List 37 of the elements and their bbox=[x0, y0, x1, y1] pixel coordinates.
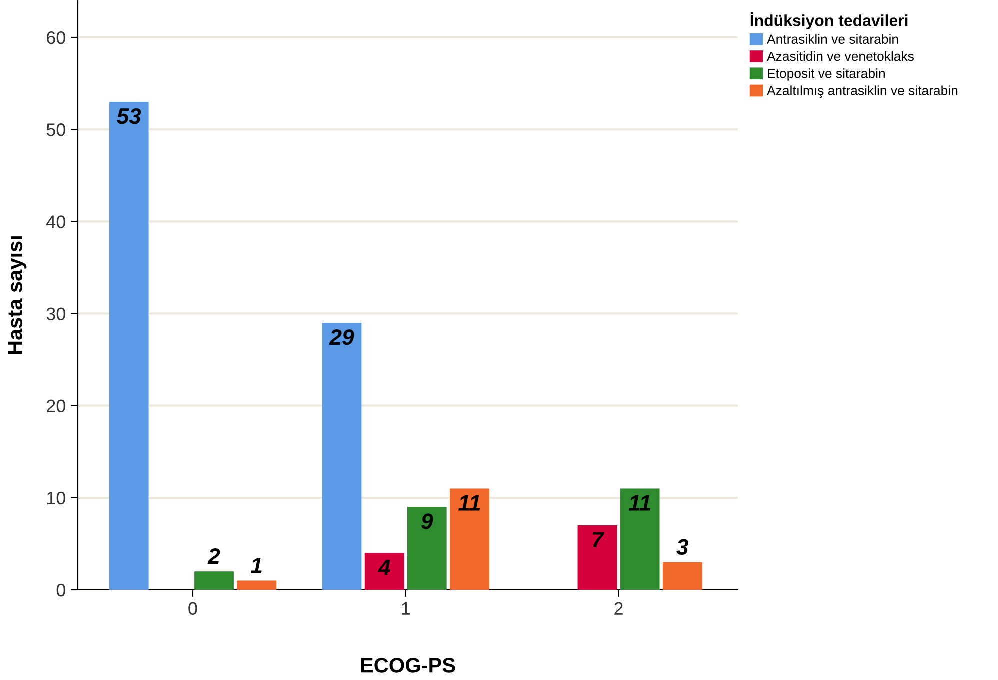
legend-title: İndüksiyon tedavileri bbox=[750, 12, 908, 30]
data-label: 29 bbox=[329, 329, 354, 346]
x-tick-label: 2 bbox=[614, 602, 623, 615]
data-label: 53 bbox=[116, 108, 142, 124]
bar bbox=[620, 488, 660, 590]
bar bbox=[237, 580, 277, 590]
x-axis-title: ECOG-PS bbox=[361, 658, 456, 673]
bar bbox=[578, 526, 618, 590]
bar bbox=[364, 553, 404, 590]
bar bbox=[407, 507, 447, 590]
bar bbox=[109, 102, 149, 590]
data-label: 9 bbox=[422, 514, 434, 530]
bar bbox=[322, 322, 362, 590]
y-tick-label: 60 bbox=[47, 31, 66, 44]
legend-label: Etoposit ve sitarabin bbox=[768, 68, 885, 81]
data-label: 2 bbox=[208, 548, 220, 564]
data-label: 3 bbox=[676, 539, 689, 556]
y-tick-label: 40 bbox=[46, 216, 66, 228]
x-tick-label: 1 bbox=[402, 602, 410, 615]
y-tick-label: 30 bbox=[46, 308, 66, 320]
x-tick-label: 0 bbox=[188, 602, 198, 616]
y-axis-title: Hasta sayısı bbox=[8, 236, 27, 354]
data-label: 11 bbox=[628, 495, 650, 511]
data-label: 4 bbox=[378, 560, 390, 576]
legend-label: Antrasiklin ve sitarabin bbox=[767, 34, 898, 44]
y-tick-label: 10 bbox=[47, 492, 66, 505]
data-label: 7 bbox=[592, 532, 605, 548]
bar bbox=[194, 572, 234, 590]
y-tick-label: 50 bbox=[46, 124, 66, 136]
legend-label: Azasitidin ve venetoklaks bbox=[767, 51, 914, 62]
y-tick-label: 20 bbox=[47, 400, 66, 413]
data-label: 1 bbox=[251, 558, 262, 574]
legend-label: Azaltılmış antrasiklin ve sitarabin bbox=[767, 86, 958, 98]
y-tick-label: 0 bbox=[56, 584, 66, 597]
data-label: 11 bbox=[458, 495, 480, 511]
bar bbox=[662, 562, 702, 590]
bar bbox=[450, 488, 490, 590]
